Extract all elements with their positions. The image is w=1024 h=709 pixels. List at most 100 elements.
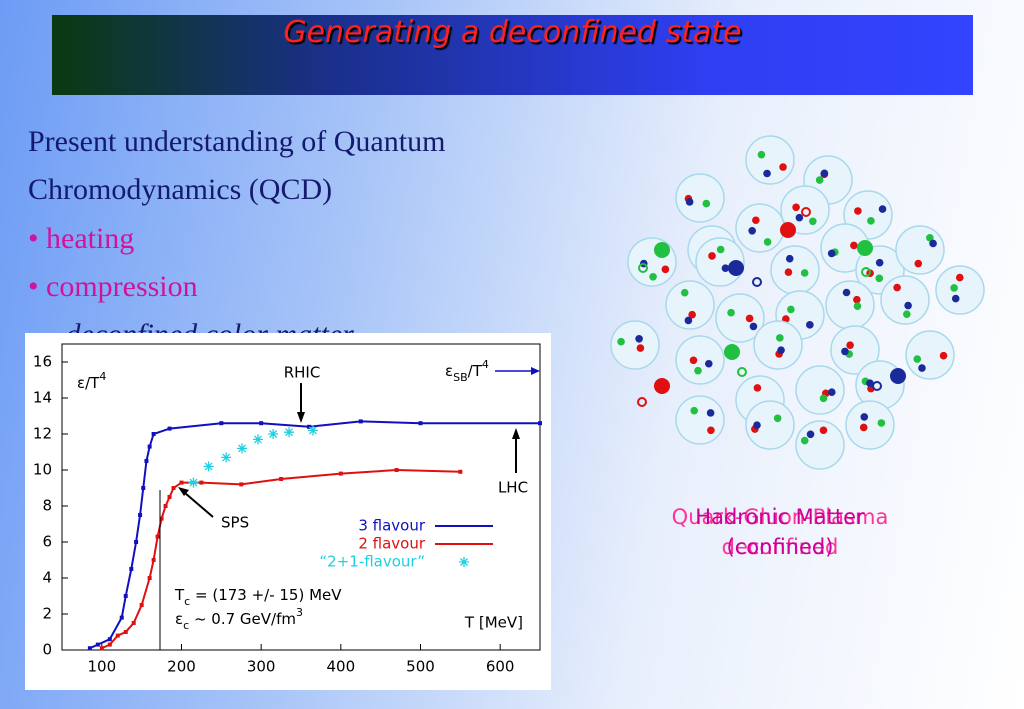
annotation-part: c: [183, 619, 189, 632]
quark: [893, 283, 901, 292]
quark: [929, 239, 937, 248]
figure-label: deconfined: [722, 535, 839, 559]
quark: [860, 413, 869, 421]
nucleon: [780, 185, 830, 235]
quark: [617, 337, 625, 346]
quark: [785, 254, 794, 263]
quark: [800, 269, 809, 277]
quark: [795, 213, 804, 222]
quark: [680, 288, 689, 297]
star-marker: [203, 461, 214, 472]
quark: [877, 419, 886, 427]
annotation-part: c: [184, 595, 190, 608]
quark: [866, 379, 874, 388]
nucleon: [675, 395, 725, 445]
quark: [875, 258, 884, 267]
quark: [690, 406, 699, 415]
annotation-part: 3: [296, 606, 303, 619]
big-quark: [654, 242, 670, 258]
quark: [763, 238, 772, 246]
quark: [867, 217, 875, 225]
nucleon: [715, 293, 765, 343]
body-line: Present understanding of Quantum: [28, 125, 446, 158]
arrowhead: [531, 367, 540, 375]
point: [99, 646, 104, 651]
antiquark: [752, 277, 762, 287]
quark: [707, 426, 715, 435]
quark: [636, 344, 645, 352]
quark: [787, 305, 795, 314]
quark: [708, 252, 716, 260]
point: [123, 630, 128, 634]
quark: [853, 295, 861, 304]
y-tick-label: 6: [42, 533, 52, 551]
star-marker: [284, 427, 295, 438]
x-tick-label: 200: [167, 658, 196, 676]
quark: [635, 334, 643, 343]
x-tick-label: 400: [327, 658, 356, 676]
quark: [846, 341, 854, 349]
star-marker: [237, 443, 248, 454]
nucleon: [735, 203, 785, 253]
annotation-part: ε/T: [77, 374, 100, 392]
nucleon: [795, 420, 845, 470]
point: [239, 482, 244, 487]
quark: [842, 288, 851, 297]
title-bar: [52, 15, 973, 95]
y-tick-label: 2: [42, 605, 52, 623]
point: [107, 642, 112, 647]
annotation-part: ε: [445, 362, 453, 380]
point: [139, 603, 144, 607]
quark: [752, 216, 760, 225]
nucleon: [610, 320, 660, 370]
quark: [782, 315, 790, 323]
point: [538, 421, 542, 426]
quark: [914, 259, 923, 268]
quark: [661, 265, 670, 274]
nucleon: [770, 245, 820, 295]
star-marker: [268, 429, 279, 439]
quark: [841, 347, 849, 356]
point: [138, 513, 143, 517]
point: [358, 419, 363, 424]
point: [147, 576, 152, 580]
quark: [702, 199, 711, 208]
quark: [820, 169, 829, 178]
antiquark: [737, 367, 747, 377]
annotation: εSB/T4: [445, 358, 489, 384]
big-quark: [857, 240, 873, 256]
y-tick-label: 4: [42, 569, 52, 587]
arrowhead: [297, 412, 305, 423]
point: [144, 459, 149, 463]
nucleon: [905, 330, 955, 380]
quark: [939, 351, 948, 360]
quark: [689, 356, 698, 365]
figure-label: (confined): [727, 535, 834, 559]
annotation-part: ε: [175, 610, 183, 628]
point: [171, 486, 176, 490]
nucleon: [745, 135, 795, 185]
annotation-part: T: [174, 586, 185, 604]
star-marker: [221, 452, 232, 463]
antiquark: [801, 207, 811, 217]
point: [95, 642, 100, 647]
point: [167, 495, 172, 499]
quark: [859, 423, 868, 432]
star-marker: [188, 477, 199, 488]
quark: [706, 409, 715, 417]
quark: [694, 366, 702, 375]
point: [338, 471, 343, 476]
nucleon: [935, 265, 985, 315]
x-tick-label: 100: [88, 658, 117, 676]
point: [87, 646, 92, 651]
quark: [792, 203, 800, 212]
antiquark: [861, 267, 871, 277]
point: [219, 421, 224, 426]
x-axis-label: T [MeV]: [464, 614, 523, 632]
quark: [721, 264, 730, 273]
quark: [819, 394, 828, 403]
quark: [800, 436, 809, 445]
figure-label: Hadronic Matter: [695, 505, 865, 529]
point: [306, 424, 311, 429]
